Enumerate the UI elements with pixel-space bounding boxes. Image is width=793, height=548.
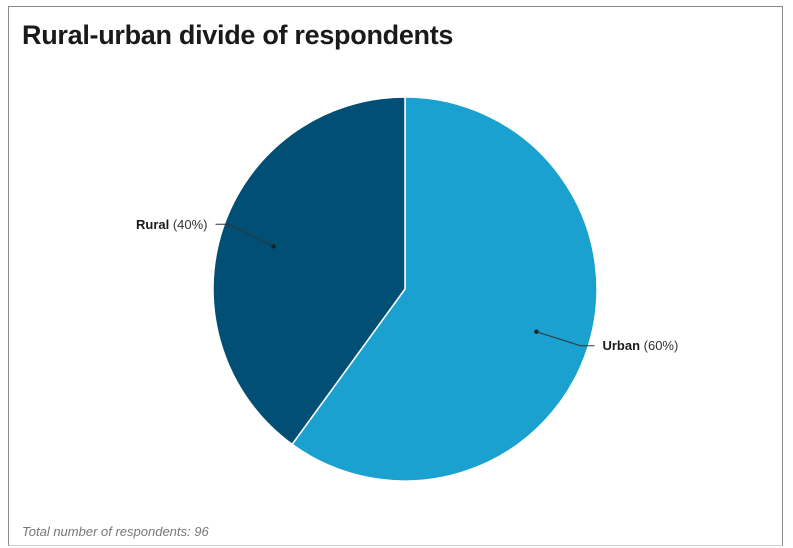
callout-line-urban <box>536 331 595 347</box>
chart-title: Rural-urban divide of respondents <box>22 20 454 50</box>
slice-label-percent: (40%) <box>169 217 207 232</box>
slice-label-rural: Rural (40%) <box>136 217 208 232</box>
slice-label-name: Rural <box>136 217 169 232</box>
pie-slice-rural <box>212 96 406 446</box>
slice-label-urban: Urban (60%) <box>602 338 678 353</box>
pie-slice-urban <box>291 96 598 482</box>
callout-line-rural <box>215 223 274 247</box>
slice-label-percent: (60%) <box>640 338 678 353</box>
pie-slices <box>212 96 598 482</box>
pie-callouts: Urban (60%) Rural (40%) <box>136 217 678 353</box>
slice-label-name: Urban <box>602 338 640 353</box>
chart-footnote: Total number of respondents: 96 <box>22 524 209 539</box>
